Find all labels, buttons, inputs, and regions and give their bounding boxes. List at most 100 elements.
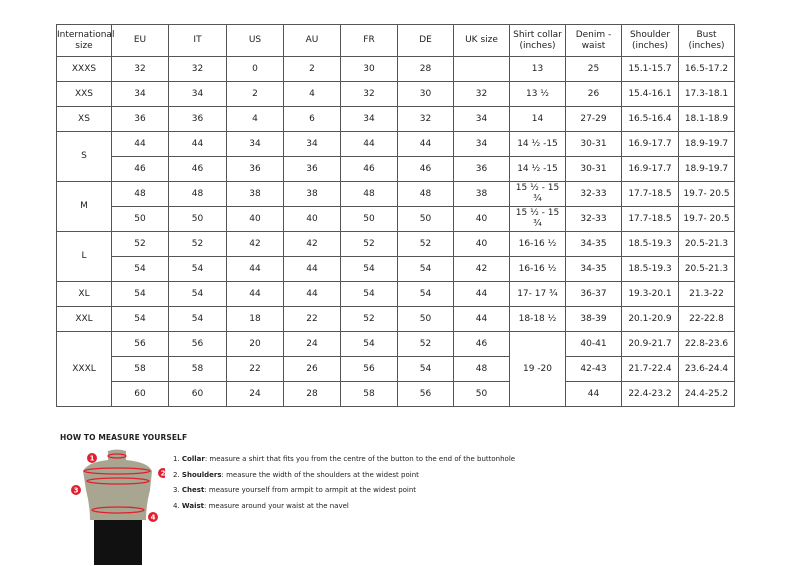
table-cell: 42 [453,256,510,282]
table-cell: 17.3-18.1 [678,81,735,107]
size-label: XS [56,106,112,132]
table-row: XXL 54 54 18 22 52 50 44 18-18 ½ 38-39 20.1-20.9 22… [56,306,735,332]
table-cell: 15.4-16.1 [621,81,679,107]
table-cell: 38 [226,181,284,207]
table-cell: 44 [168,131,227,157]
table-cell: 60 [168,381,227,407]
table-cell: 30 [340,56,398,82]
column-header: EU [111,24,169,57]
table-cell: 17.7-18.5 [621,206,679,232]
table-cell: 58 [340,381,398,407]
table-cell: 36 [168,106,227,132]
table-cell: 56 [340,356,398,382]
table-row: XL 54 54 44 44 54 54 44 17- 17 ¾ 36-37 19.3-20.1 21… [56,281,735,307]
table-cell: 36-37 [565,281,622,307]
column-header: International size [56,24,114,57]
table-cell: 58 [111,356,169,382]
table-cell: 20.9-21.7 [621,331,679,357]
table-cell: 19.3-20.1 [621,281,679,307]
column-header: UK size [453,24,510,57]
table-cell: 52 [168,231,227,257]
table-cell: 20.5-21.3 [678,256,735,282]
size-label: XXXL [56,331,112,407]
table-cell: 20.5-21.3 [678,231,735,257]
table-cell: 19.7- 20.5 [678,206,735,232]
table-cell: 19 -20 [509,331,566,407]
table-cell: 30-31 [565,156,622,182]
size-label: XXS [56,81,112,107]
table-cell: 34 [226,131,284,157]
table-cell: 16.9-17.7 [621,131,679,157]
table-cell: 4 [283,81,341,107]
table-cell: 54 [340,281,398,307]
step-collar: 1. Collar: measure a shirt that fits you… [173,455,516,463]
column-header: DE [397,24,454,57]
table-cell: 46 [397,156,454,182]
table-cell: 40 [453,206,510,232]
column-header: US [226,24,284,57]
table-cell: 18 [226,306,284,332]
table-cell: 44 [226,256,284,282]
table-cell: 6 [283,106,341,132]
table-cell: 36 [226,156,284,182]
table-cell: 16-16 ½ [509,256,566,282]
table-cell: 54 [168,256,227,282]
table-cell: 52 [397,331,454,357]
marker-3-icon [71,485,81,495]
marker-icons: 1 2 3 4 [71,453,165,522]
svg-text:1: 1 [90,455,95,463]
table-cell: 34 [453,131,510,157]
table-cell: 0 [226,56,284,82]
table-cell: 54 [340,256,398,282]
table-row: M 48 48 38 38 48 48 38 15 ½ - 15 ¾ 32-33 17.7-18.5… [56,181,735,232]
table-cell: 50 [168,206,227,232]
table-cell: 50 [397,306,454,332]
table-cell: 18.9-19.7 [678,156,735,182]
step-shoulders: 2. Shoulders: measure the width of the s… [173,470,419,479]
table-cell: 26 [283,356,341,382]
table-cell: 32 [340,81,398,107]
table-cell: 54 [397,356,454,382]
table-cell: 23.6-24.4 [678,356,735,382]
table-cell: 13 [509,56,566,82]
table-cell: 50 [340,206,398,232]
table-cell: 42-43 [565,356,622,382]
table-cell: 38 [453,181,510,207]
table-cell: 48 [111,181,169,207]
table-cell: 16.5-16.4 [621,106,679,132]
table-cell: 20 [226,331,284,357]
table-cell: 24 [226,381,284,407]
table-cell: 50 [111,206,169,232]
measure-lines [83,453,151,514]
table-cell: 25 [565,56,622,82]
table-cell: 54 [397,256,454,282]
table-cell: 22 [283,306,341,332]
table-cell: 26 [565,81,622,107]
table-cell: 28 [397,56,454,82]
table-cell: 15 ½ - 15 ¾ [509,206,566,232]
table-cell: 16-16 ½ [509,231,566,257]
table-cell: 44 [453,281,510,307]
table-cell: 54 [168,281,227,307]
table-row: 50 50 40 40 50 50 40 15 ½ - 15 ¾ 32-33 17.7-18.5 1… [57,206,735,232]
table-cell: 52 [111,231,169,257]
table-cell: 44 [283,256,341,282]
table-row: 58 58 22 26 56 54 48 42-43 21.7-22.4 23.6-24.4 [57,356,735,382]
column-header: IT [168,24,227,57]
step-chest: 3. Chest: measure yourself from armpit t… [173,486,417,494]
table-cell: 44 [111,131,169,157]
table-cell: 16.9-17.7 [621,156,679,182]
table-cell: 20.1-20.9 [621,306,679,332]
table-cell: 40 [226,206,284,232]
table-row: 46 46 36 36 46 46 36 14 ½ -15 30-31 16.9-17.7 18.9… [57,156,735,182]
table-cell: 15 ½ - 15 ¾ [509,181,566,207]
table-cell: 18.5-19.3 [621,231,679,257]
marker-4-icon [148,512,158,522]
size-label: M [56,181,112,232]
table-cell: 46 [340,156,398,182]
table-cell: 48 [340,181,398,207]
table-cell: 50 [453,381,510,407]
table-cell: 54 [397,281,454,307]
column-header: Shoulder (inches) [621,24,679,57]
table-cell: 34-35 [565,256,622,282]
